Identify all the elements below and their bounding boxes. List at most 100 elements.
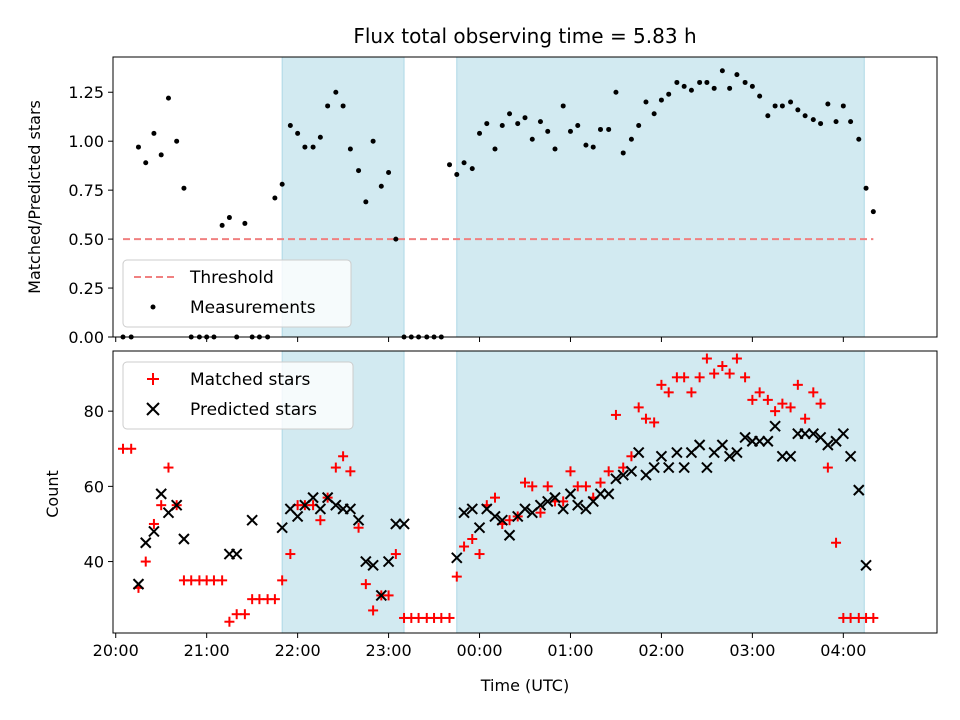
measurement-point <box>628 136 634 142</box>
measurement-point <box>302 144 308 150</box>
x-tick-label: 23:00 <box>366 641 412 660</box>
predicted-x-b <box>655 450 668 462</box>
top-y-tick-label: 0.75 <box>68 181 104 200</box>
predicted-x-b <box>496 514 508 526</box>
matched-star-point <box>633 402 644 413</box>
measurement-point <box>484 121 490 127</box>
measurement-point <box>340 103 346 109</box>
predicted-star-point <box>860 559 872 572</box>
matched-star-point <box>595 477 606 488</box>
bottom-y-tick-label: 60 <box>84 477 104 496</box>
matched-star-point <box>868 612 879 623</box>
matched-star-point <box>239 609 250 620</box>
predicted-x-b <box>314 503 327 515</box>
predicted-x-b <box>230 548 243 560</box>
matched-star-point <box>467 534 478 544</box>
x-tick-label: 03:00 <box>729 641 775 660</box>
predicted-star-point <box>155 488 167 500</box>
predicted-star-point <box>784 450 797 462</box>
top-y-tick-label: 0.50 <box>68 230 104 249</box>
matched-star-point <box>740 372 751 383</box>
measurement-point <box>590 144 596 150</box>
predicted-star-point <box>572 499 584 511</box>
matched-star-point <box>800 413 811 424</box>
predicted-star-point <box>844 450 857 462</box>
predicted-x-b <box>594 488 607 500</box>
matched-star-point <box>390 549 401 560</box>
matched-star-point <box>338 451 349 462</box>
predicted-star-point <box>276 522 288 534</box>
bottom-legend: Matched stars Predicted stars <box>122 361 354 430</box>
measurement-point <box>507 111 513 117</box>
predicted-x-b <box>360 555 372 568</box>
matched-star-point <box>731 353 742 364</box>
matched-star-point <box>808 387 819 398</box>
matched-star-point <box>126 443 137 454</box>
matched-star-point <box>542 481 553 492</box>
measurement-point <box>325 103 331 109</box>
matched-star-point <box>474 549 485 560</box>
matched-star-point <box>156 500 167 511</box>
predicted-x-b <box>648 461 660 474</box>
predicted-x-b <box>776 450 789 462</box>
matched-star-point <box>777 398 788 409</box>
matched-star-point <box>701 353 712 364</box>
predicted-star-point <box>625 465 638 478</box>
measurement-point <box>135 144 141 150</box>
measurement-point <box>363 199 369 205</box>
measurement-point <box>818 121 824 127</box>
measurement-point <box>552 146 558 152</box>
top-y-tick-label: 1.00 <box>68 132 104 151</box>
measurement-point <box>666 91 672 97</box>
predicted-star-point <box>132 578 145 590</box>
matched-star-point <box>148 518 159 529</box>
matched-star-point <box>649 417 660 428</box>
predicted-x-b <box>769 420 781 432</box>
predicted-x-b <box>671 446 683 459</box>
predicted-x-b <box>344 503 357 515</box>
predicted-star-point <box>246 514 258 526</box>
predicted-x-b <box>557 503 569 515</box>
measurement-point <box>688 87 694 93</box>
predicted-star-point <box>542 495 554 508</box>
predicted-x-b <box>155 488 167 500</box>
predicted-star-point <box>617 469 629 481</box>
measurement-point <box>567 128 573 134</box>
predicted-star-point <box>723 450 736 462</box>
measurement-point <box>287 123 293 129</box>
x-tick-label: 00:00 <box>456 641 502 660</box>
measurement-point <box>613 89 619 95</box>
matched-star-point <box>565 466 576 477</box>
matched-star-point <box>535 507 546 518</box>
predicted-star-point <box>799 428 811 440</box>
predicted-star-point <box>610 473 622 485</box>
matched-star-point <box>489 492 500 503</box>
matched-star-point <box>163 462 174 473</box>
predicted-star-point <box>330 499 342 511</box>
predicted-x-b <box>390 518 402 530</box>
predicted-x-b <box>693 439 706 451</box>
bottom-shaded-interval <box>456 350 865 634</box>
predicted-x-b <box>367 559 379 572</box>
predicted-x-b <box>860 559 872 572</box>
predicted-x-b <box>814 431 827 444</box>
predicted-x-b <box>602 488 615 500</box>
top-y-tick-label: 0.00 <box>68 328 104 347</box>
measurement-point <box>537 119 543 125</box>
matched-star-point <box>224 616 235 627</box>
predicted-star-point <box>731 446 743 459</box>
matched-star-point <box>717 361 728 372</box>
matched-star-point <box>140 556 151 567</box>
matched-star-point <box>277 575 288 586</box>
measurement-point <box>529 136 535 142</box>
matched-star-point <box>330 462 341 473</box>
top-y-axis-label: Matched/Predicted stars <box>25 100 44 294</box>
predicted-star-point <box>807 428 820 440</box>
predicted-x-b <box>723 450 736 462</box>
top-panel: 0.00 0.25 0.50 0.75 1.00 1.25 <box>68 56 938 347</box>
measurement-point <box>727 85 733 91</box>
predicted-star-point <box>360 555 372 568</box>
predicted-x-b <box>489 510 501 523</box>
predicted-star-point <box>367 559 379 572</box>
top-legend-box <box>122 259 352 328</box>
